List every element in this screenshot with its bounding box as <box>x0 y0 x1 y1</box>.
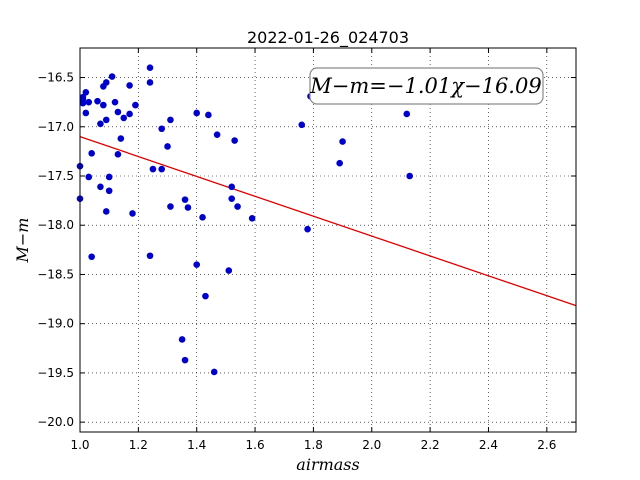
data-point <box>202 292 209 300</box>
data-point <box>199 214 206 221</box>
x-tick-label: 1.0 <box>70 438 89 452</box>
y-tick-label: −17.0 <box>37 120 74 134</box>
data-points <box>76 64 413 376</box>
data-point <box>85 98 93 106</box>
y-tick-label: −19.5 <box>37 366 74 380</box>
data-point <box>167 203 174 210</box>
data-point <box>228 195 236 202</box>
x-tick-label: 1.6 <box>246 438 265 452</box>
data-point <box>339 138 346 145</box>
x-tick-label: 1.4 <box>187 438 206 452</box>
data-point <box>158 165 165 173</box>
fit-equation-box: M−m=−1.01χ−16.09 <box>309 67 544 105</box>
y-tick-label: −18.0 <box>37 218 74 232</box>
fit-equation-frame <box>309 67 544 105</box>
data-point <box>205 111 212 119</box>
data-point <box>120 114 128 122</box>
fit-equation-text: M−m=−1.01χ−16.09 <box>309 74 541 98</box>
data-point <box>167 116 174 124</box>
data-point <box>193 109 201 117</box>
x-tick-label: 2.4 <box>479 438 498 452</box>
x-axis-label: airmass <box>296 455 359 474</box>
data-point <box>97 120 104 128</box>
data-point <box>231 137 238 144</box>
data-point <box>129 210 136 217</box>
data-point <box>336 159 343 167</box>
x-tick-label: 2.6 <box>537 438 556 452</box>
data-point <box>114 151 122 158</box>
y-tick-label: −18.5 <box>37 267 74 281</box>
data-point <box>79 99 87 107</box>
data-point <box>132 101 139 109</box>
data-point <box>88 150 95 157</box>
data-point <box>181 356 189 364</box>
data-point <box>102 208 110 215</box>
x-tick-label: 1.2 <box>129 438 148 452</box>
axis-ticks: 1.0 1.2 1.4 1.6 1.8 2.0 2.2 2.4 2.6 −16.5 −17.0 −17… <box>37 48 576 452</box>
data-point <box>193 261 201 268</box>
data-point <box>234 203 241 210</box>
data-point <box>304 225 311 233</box>
y-axis-label: M−m <box>13 218 32 264</box>
data-point <box>102 116 110 124</box>
data-point <box>146 64 154 71</box>
fit-line <box>79 136 577 307</box>
data-point <box>114 108 122 116</box>
data-point <box>403 110 411 118</box>
data-point <box>210 368 218 376</box>
x-tick-label: 2.2 <box>421 438 440 452</box>
x-tick-label: 2.0 <box>362 438 381 452</box>
data-point <box>82 89 90 96</box>
x-tick-label: 1.8 <box>304 438 323 452</box>
data-point <box>225 267 233 274</box>
data-point <box>82 109 90 117</box>
data-point <box>97 183 104 191</box>
data-point <box>108 73 116 80</box>
fit-line-layer <box>79 136 577 307</box>
data-point <box>102 79 110 86</box>
data-point <box>248 215 256 222</box>
data-point <box>149 165 157 173</box>
data-point <box>88 253 95 261</box>
data-point <box>298 121 306 129</box>
data-point <box>105 187 113 195</box>
grid-lines <box>79 48 576 432</box>
data-point <box>158 125 165 133</box>
data-point <box>146 79 154 86</box>
data-point <box>146 252 154 260</box>
data-point <box>184 204 192 211</box>
plot-frame <box>79 47 577 433</box>
data-point <box>228 183 236 191</box>
data-point <box>164 143 171 150</box>
data-point <box>111 98 119 106</box>
data-point <box>213 131 221 138</box>
y-tick-label: −16.5 <box>37 71 74 85</box>
data-point <box>105 173 113 181</box>
data-point <box>117 135 125 142</box>
y-tick-label: −19.0 <box>37 317 74 331</box>
chart-title: 2022-01-26_024703 <box>247 28 409 48</box>
y-tick-label: −20.0 <box>37 415 74 429</box>
data-point <box>406 172 413 180</box>
data-point <box>181 196 189 203</box>
data-point <box>94 97 101 105</box>
data-point <box>100 101 107 109</box>
data-point <box>178 336 186 343</box>
data-point <box>85 173 93 181</box>
y-tick-label: −17.5 <box>37 169 74 183</box>
data-point <box>126 110 133 118</box>
data-point <box>126 82 133 89</box>
data-point <box>79 93 87 101</box>
